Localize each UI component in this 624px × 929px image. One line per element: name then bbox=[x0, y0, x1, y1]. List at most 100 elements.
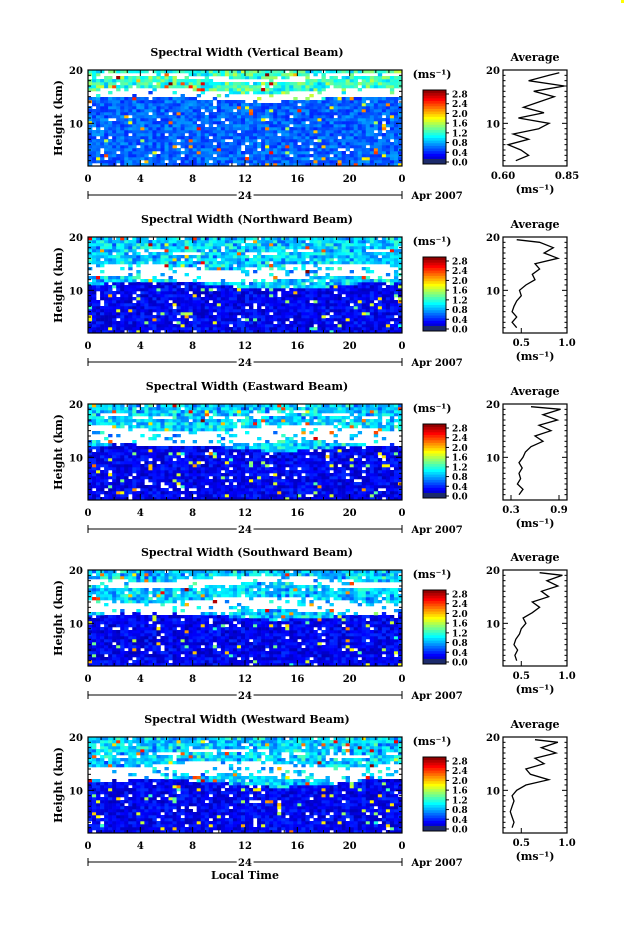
heatmap-cell bbox=[176, 288, 181, 292]
heatmap-cell bbox=[92, 151, 97, 155]
heatmap-cell bbox=[116, 237, 121, 241]
heatmap-cell bbox=[120, 97, 125, 101]
heatmap-cell bbox=[136, 130, 141, 134]
heatmap-cell bbox=[92, 160, 97, 164]
heatmap-cell bbox=[349, 312, 354, 316]
heatmap-cell bbox=[301, 243, 306, 247]
heatmap-cell bbox=[160, 246, 165, 250]
heatmap-cell bbox=[156, 82, 161, 86]
heatmap-cell bbox=[176, 106, 181, 110]
heatmap-cell bbox=[164, 294, 169, 298]
heatmap-cell bbox=[261, 264, 266, 268]
heatmap-cell bbox=[164, 157, 169, 161]
heatmap-cell bbox=[96, 157, 101, 161]
colorbar-band bbox=[423, 140, 446, 144]
heatmap-cell bbox=[281, 318, 286, 322]
y-tick-label: 10 bbox=[69, 286, 83, 297]
heatmap-cell bbox=[345, 282, 350, 286]
heatmap-cell bbox=[369, 309, 375, 313]
heatmap-cell bbox=[309, 243, 314, 247]
heatmap-cell bbox=[148, 148, 153, 152]
heatmap-cell bbox=[116, 148, 121, 152]
heatmap-cell bbox=[208, 73, 214, 77]
heatmap-cell bbox=[140, 258, 145, 262]
heatmap-cell bbox=[313, 73, 318, 77]
heatmap-cell bbox=[124, 261, 129, 265]
heatmap-cell bbox=[144, 249, 149, 253]
heatmap-cell bbox=[329, 327, 334, 331]
heatmap-cell bbox=[140, 70, 145, 74]
heatmap-cell bbox=[305, 100, 310, 104]
heatmap-cell bbox=[329, 240, 334, 244]
heatmap-cell bbox=[180, 485, 185, 489]
heatmap-cell bbox=[329, 70, 334, 74]
heatmap-cell bbox=[385, 237, 391, 241]
heatmap-cell bbox=[265, 136, 270, 140]
heatmap-cell bbox=[228, 154, 234, 158]
heatmap-cell bbox=[257, 309, 262, 313]
heatmap-cell bbox=[216, 88, 222, 92]
heatmap-cell bbox=[345, 148, 350, 152]
heatmap-cell bbox=[301, 297, 306, 301]
heatmap-cell bbox=[281, 115, 286, 119]
heatmap-cell bbox=[128, 318, 133, 322]
heatmap-cell bbox=[164, 130, 169, 134]
heatmap-cell bbox=[108, 276, 113, 280]
colorbar-band bbox=[423, 286, 446, 290]
heatmap-cell bbox=[120, 112, 125, 116]
heatmap-cell bbox=[261, 121, 266, 125]
heatmap-cell bbox=[188, 118, 193, 122]
heatmap-cell bbox=[224, 106, 230, 110]
heatmap-cell bbox=[232, 318, 238, 322]
heatmap-cell bbox=[140, 85, 145, 89]
heatmap-cell bbox=[232, 243, 238, 247]
heatmap-cell bbox=[152, 306, 157, 310]
heatmap-cell bbox=[393, 270, 399, 274]
heatmap-cell bbox=[285, 142, 290, 146]
heatmap-cell bbox=[104, 494, 109, 498]
heatmap-cell bbox=[381, 112, 387, 116]
heatmap-cell bbox=[261, 249, 266, 253]
heatmap-cell bbox=[265, 494, 270, 498]
heatmap-cell bbox=[188, 160, 193, 164]
heatmap-cell bbox=[144, 148, 149, 152]
heatmap-cell bbox=[397, 491, 403, 495]
heatmap-cell bbox=[289, 243, 294, 247]
heatmap-cell bbox=[128, 243, 133, 247]
heatmap-cell bbox=[285, 136, 290, 140]
heatmap-cell bbox=[88, 73, 93, 77]
heatmap-cell bbox=[92, 130, 97, 134]
heatmap-cell bbox=[204, 285, 210, 289]
heatmap-cell bbox=[212, 258, 218, 262]
heatmap-cell bbox=[188, 85, 193, 89]
heatmap-cell bbox=[277, 142, 282, 146]
heatmap-cell bbox=[196, 70, 202, 74]
heatmap-cell bbox=[317, 258, 322, 262]
heatmap-cell bbox=[357, 115, 363, 119]
heatmap-cell bbox=[136, 79, 141, 83]
heatmap-cell bbox=[240, 109, 246, 113]
heatmap-cell bbox=[249, 154, 254, 158]
heatmap-cell bbox=[325, 240, 330, 244]
heatmap-cell bbox=[184, 330, 189, 334]
heatmap-cell bbox=[180, 136, 185, 140]
heatmap-cell bbox=[216, 73, 222, 77]
heatmap-cell bbox=[128, 79, 133, 83]
heatmap-cell bbox=[253, 91, 258, 95]
heatmap-cell bbox=[108, 160, 113, 164]
heatmap-cell bbox=[357, 160, 363, 164]
heatmap-cell bbox=[144, 494, 149, 498]
heatmap-cell bbox=[172, 491, 177, 495]
heatmap-cell bbox=[232, 112, 238, 116]
heatmap-cell bbox=[196, 255, 202, 259]
heatmap-cell bbox=[261, 154, 266, 158]
heatmap-cells bbox=[88, 404, 403, 501]
heatmap-cell bbox=[188, 330, 193, 334]
heatmap-cell bbox=[96, 127, 101, 131]
heatmap-cell bbox=[321, 294, 326, 298]
heatmap-cell bbox=[297, 133, 302, 137]
heatmap-cell bbox=[313, 163, 318, 167]
heatmap-cell bbox=[285, 485, 290, 489]
colorbar-band bbox=[423, 301, 446, 305]
heatmap-cell bbox=[232, 297, 238, 301]
